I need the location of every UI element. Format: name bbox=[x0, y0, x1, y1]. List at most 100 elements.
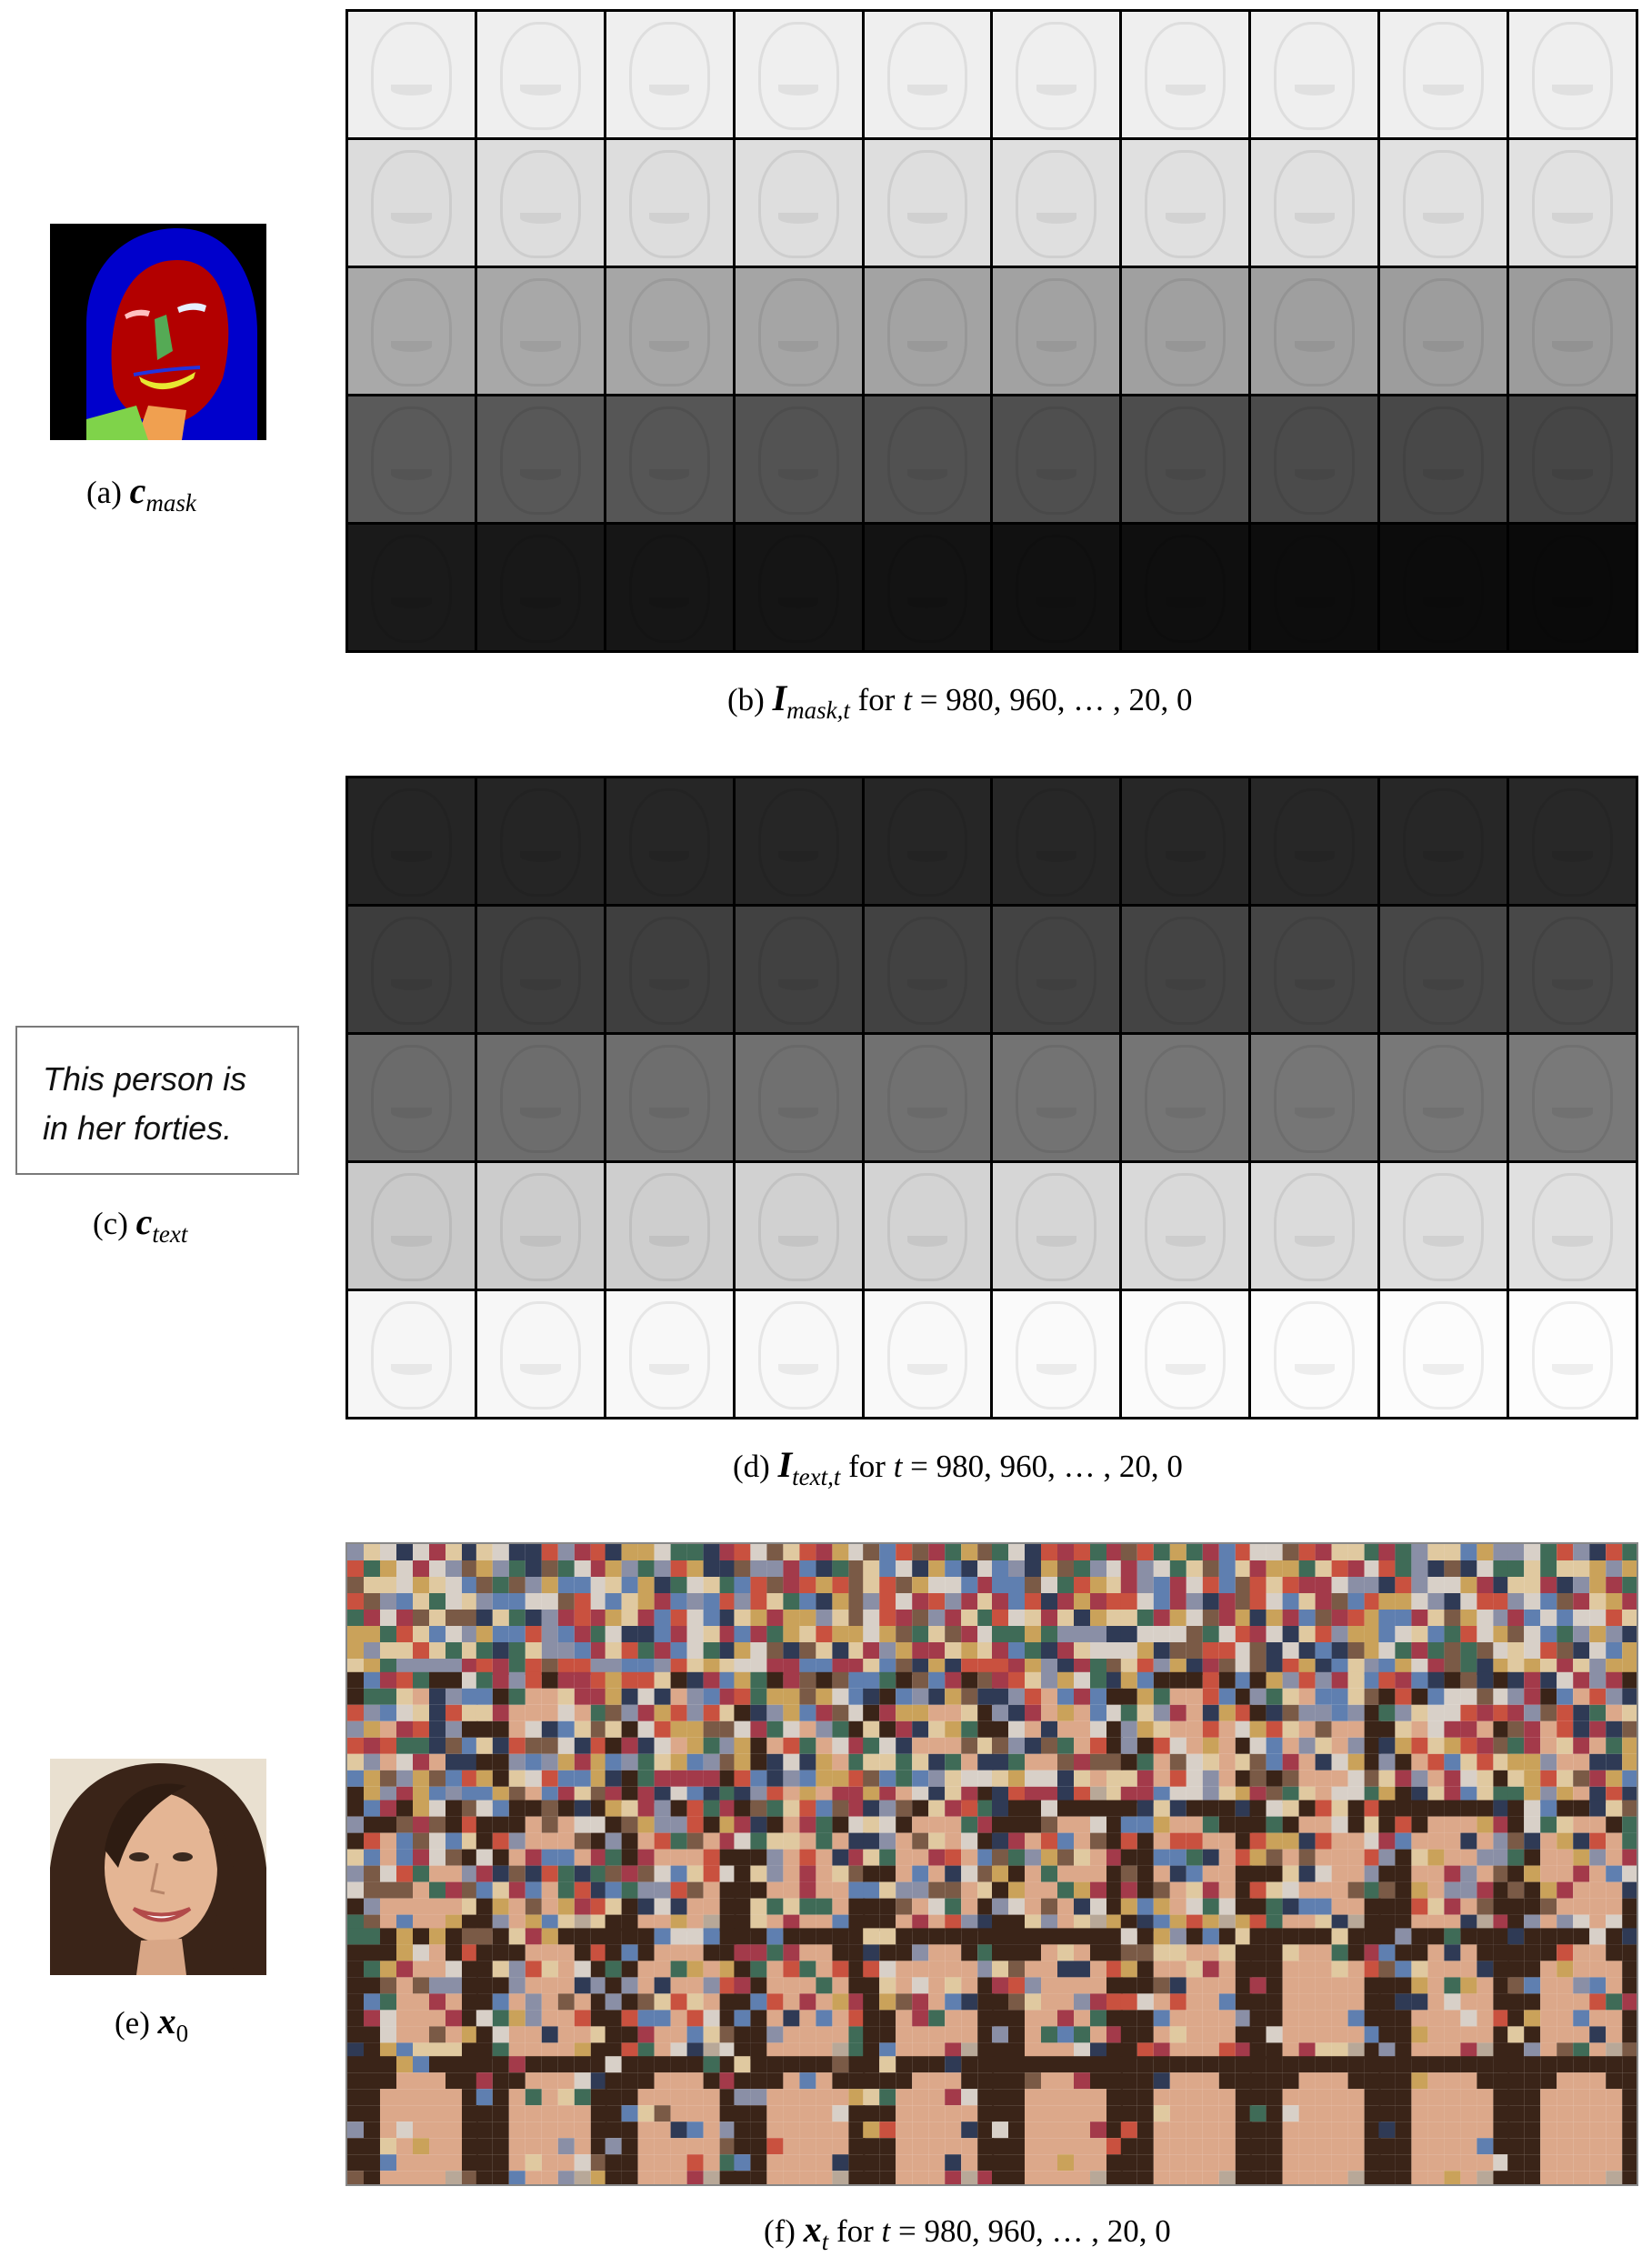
noise-pixel bbox=[1331, 1544, 1348, 1560]
attention-map-cell bbox=[476, 907, 604, 1032]
noise-pixel bbox=[783, 1786, 800, 1803]
noise-pixel bbox=[1606, 1593, 1623, 1610]
noise-pixel bbox=[1606, 1800, 1623, 1817]
noise-pixel bbox=[605, 1944, 622, 1961]
noise-pixel bbox=[1477, 2105, 1494, 2122]
noise-pixel bbox=[945, 1642, 962, 1659]
noise-pixel bbox=[637, 1944, 655, 1961]
noise-pixel bbox=[816, 1737, 833, 1754]
noise-pixel bbox=[1507, 2026, 1525, 2043]
noise-pixel bbox=[928, 1720, 946, 1738]
noise-pixel bbox=[364, 1688, 380, 1705]
noise-pixel bbox=[1589, 1560, 1607, 1577]
noise-pixel bbox=[992, 1961, 1008, 1978]
attention-map-cell bbox=[606, 525, 733, 650]
noise-pixel bbox=[541, 1977, 558, 1994]
noise-pixel bbox=[1041, 2010, 1057, 2027]
noise-pixel bbox=[525, 1914, 542, 1931]
noise-pixel bbox=[1298, 2138, 1316, 2155]
attention-map-cell bbox=[1122, 778, 1249, 904]
noise-pixel bbox=[1331, 1816, 1348, 1833]
noise-pixel bbox=[848, 2154, 866, 2172]
noise-pixel bbox=[590, 1560, 607, 1577]
noise-pixel bbox=[977, 2026, 995, 2043]
noise-pixel bbox=[783, 1737, 800, 1754]
noise-pixel bbox=[719, 1816, 736, 1833]
noise-pixel bbox=[1331, 2154, 1348, 2172]
noise-pixel bbox=[1074, 2154, 1090, 2172]
noise-pixel bbox=[816, 2056, 833, 2073]
noise-pixel bbox=[1025, 1816, 1041, 1833]
noise-pixel bbox=[961, 1977, 978, 1994]
noise-pixel bbox=[1395, 2122, 1412, 2139]
noise-pixel bbox=[1331, 1881, 1348, 1899]
noise-pixel bbox=[1460, 2042, 1477, 2060]
noise-pixel bbox=[734, 2171, 751, 2184]
noise-pixel bbox=[1041, 1977, 1057, 1994]
noise-pixel bbox=[896, 1944, 913, 1961]
noise-pixel bbox=[1120, 1737, 1137, 1754]
noise-pixel bbox=[766, 2171, 784, 2184]
noise-pixel bbox=[1235, 2072, 1252, 2090]
noise-pixel bbox=[686, 1928, 704, 1945]
noise-pixel bbox=[1025, 2089, 1041, 2106]
noise-pixel bbox=[508, 1993, 526, 2011]
noise-pixel bbox=[1622, 1898, 1637, 1915]
noise-pixel bbox=[590, 2154, 607, 2172]
noise-pixel bbox=[1136, 1544, 1154, 1560]
noise-pixel bbox=[525, 1688, 542, 1705]
noise-pixel bbox=[783, 1659, 800, 1675]
noise-pixel bbox=[1395, 1560, 1412, 1577]
noise-pixel bbox=[1331, 2122, 1348, 2139]
noise-pixel bbox=[380, 1704, 396, 1721]
noise-pixel bbox=[364, 2138, 380, 2155]
noise-pixel bbox=[1364, 1977, 1381, 1994]
noise-pixel bbox=[1477, 2154, 1494, 2172]
noise-pixel bbox=[621, 1770, 638, 1787]
noise-pixel bbox=[1606, 1961, 1623, 1978]
noise-pixel bbox=[429, 1720, 446, 1738]
noise-pixel bbox=[977, 1642, 995, 1659]
noise-pixel bbox=[525, 1720, 542, 1738]
noise-pixel bbox=[413, 1593, 429, 1610]
noise-pixel bbox=[928, 2026, 946, 2043]
noise-pixel bbox=[1106, 1881, 1123, 1899]
noise-pixel bbox=[1282, 1659, 1299, 1675]
noise-pixel bbox=[799, 2072, 816, 2090]
noise-pixel bbox=[1477, 1961, 1494, 1978]
noise-pixel bbox=[1186, 1688, 1203, 1705]
noise-pixel bbox=[1266, 1944, 1283, 1961]
noise-pixel bbox=[492, 1849, 509, 1866]
noise-pixel bbox=[396, 2089, 413, 2106]
noise-pixel bbox=[605, 1849, 622, 1866]
noise-pixel bbox=[462, 2010, 478, 2027]
noise-pixel bbox=[1364, 2105, 1381, 2122]
noise-pixel bbox=[380, 2154, 396, 2172]
attention-map-cell bbox=[348, 140, 475, 266]
noise-pixel bbox=[945, 1849, 962, 1866]
noise-pixel bbox=[945, 2056, 962, 2073]
noise-pixel bbox=[1427, 1626, 1445, 1642]
noise-pixel bbox=[719, 2171, 736, 2184]
noise-pixel bbox=[961, 1544, 978, 1560]
noise-pixel bbox=[816, 1961, 833, 1978]
noise-pixel bbox=[380, 1688, 396, 1705]
noise-pixel bbox=[1622, 1944, 1637, 1961]
noise-pixel bbox=[621, 1560, 638, 1577]
noise-pixel bbox=[1282, 1688, 1299, 1705]
noise-pixel bbox=[879, 1928, 896, 1945]
noise-pixel bbox=[1331, 2056, 1348, 2073]
noise-pixel bbox=[605, 1688, 622, 1705]
noise-pixel bbox=[1460, 1914, 1477, 1931]
noise-pixel bbox=[1169, 2089, 1186, 2106]
noise-pixel bbox=[1202, 1593, 1219, 1610]
noise-pixel bbox=[703, 2056, 720, 2073]
noise-pixel bbox=[848, 2138, 866, 2155]
noise-pixel bbox=[413, 1671, 429, 1689]
noise-pixel bbox=[476, 1898, 493, 1915]
noise-pixel bbox=[1622, 1593, 1637, 1610]
noise-pixel bbox=[1444, 1704, 1461, 1721]
noise-pixel bbox=[863, 1610, 880, 1626]
noise-pixel bbox=[1395, 1849, 1412, 1866]
noise-pixel bbox=[977, 2122, 995, 2139]
